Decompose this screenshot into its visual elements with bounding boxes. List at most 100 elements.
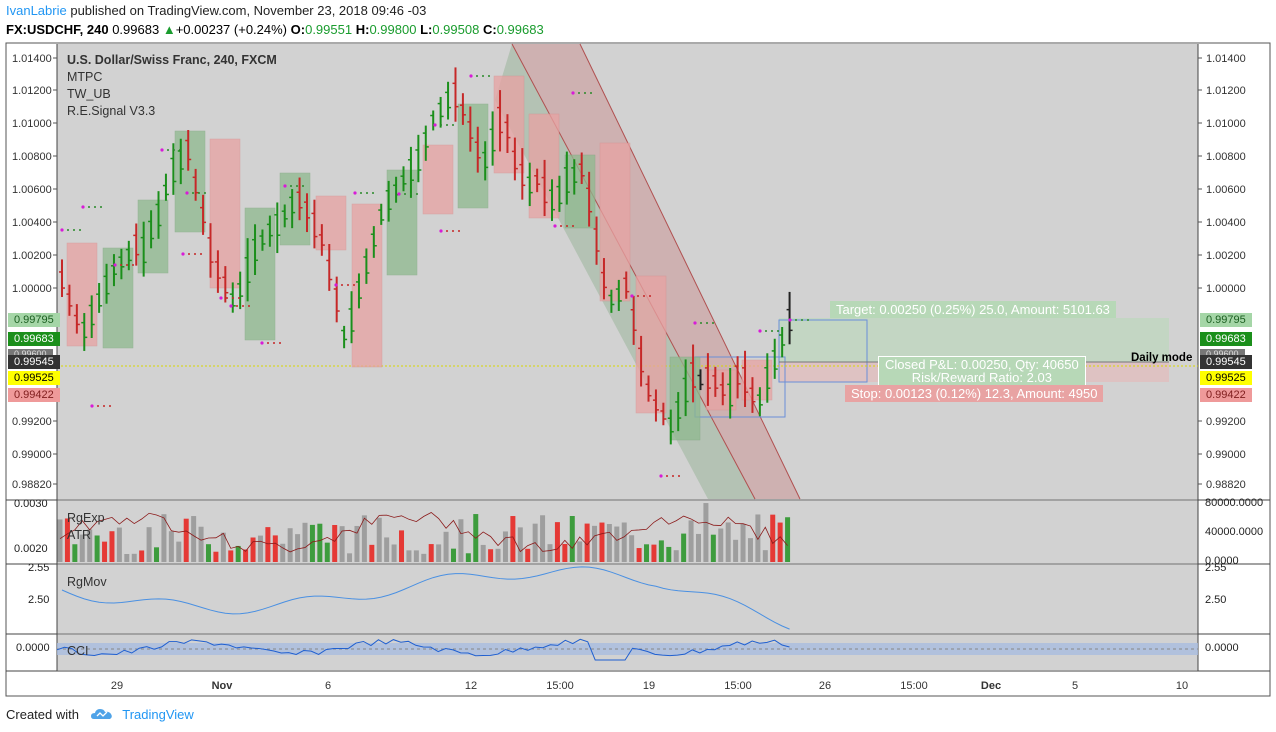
price-tick-left: 1.00200: [12, 250, 52, 262]
rgexp-bar: [213, 551, 219, 562]
rgexp-bar: [257, 535, 263, 562]
time-tick: Dec: [981, 680, 1001, 692]
signal-dot: [109, 405, 111, 407]
price-badge-entry: 0.99545: [8, 355, 60, 369]
rgexp-bar: [710, 534, 716, 562]
rgexp-bar: [235, 545, 241, 562]
legend-indicator[interactable]: R.E.Signal V3.3: [67, 104, 156, 118]
rgexp-bar: [102, 541, 108, 562]
rgexp-label[interactable]: RgExp: [67, 511, 105, 525]
signal-dot: [590, 92, 592, 94]
signal-dot: [79, 229, 81, 231]
rgexp-bar: [584, 523, 590, 562]
rgexp-pane[interactable]: [57, 501, 1198, 563]
rgexp-bar: [502, 531, 508, 562]
rgexp-bar: [569, 516, 575, 562]
signal-dot: [94, 206, 96, 208]
rgmov-label[interactable]: RgMov: [67, 575, 107, 589]
atr-label[interactable]: ATR: [67, 528, 92, 542]
price-badge-entry-right: 0.99545: [1200, 355, 1252, 369]
low-label: L:: [420, 22, 433, 37]
time-tick: 6: [325, 680, 331, 692]
rgexp-bar: [770, 514, 776, 562]
rgexp-bar: [64, 518, 70, 562]
signal-dot: [758, 329, 762, 333]
signal-dot: [334, 283, 338, 287]
signal-dot: [666, 475, 668, 477]
rgexp-bar: [785, 517, 791, 562]
signal-dot: [181, 252, 185, 256]
price-tick-left: 1.01400: [12, 53, 52, 65]
rgexp-bar: [651, 544, 657, 562]
signal-dot: [777, 330, 779, 332]
rgexp-bar: [614, 526, 620, 562]
rgexp-bar: [339, 526, 345, 562]
rgexp-bar: [139, 550, 145, 562]
signal-dot: [366, 192, 368, 194]
price-tick-right: 1.00200: [1206, 250, 1246, 262]
signal-dot: [572, 225, 574, 227]
rgexp-bar: [421, 553, 427, 562]
rgexp-bar: [517, 527, 523, 562]
closed-pnl-label[interactable]: Closed P&L: 0.00250, Qty: 40650 Risk/Rew…: [878, 356, 1086, 386]
signal-dot: [452, 230, 454, 232]
candles-layer[interactable]: [59, 67, 793, 445]
signal-dot: [238, 297, 240, 299]
rgexp-bar: [116, 527, 122, 562]
rgexp-bar: [287, 528, 293, 562]
signal-dot: [482, 75, 484, 77]
rgexp-bar: [391, 544, 397, 562]
signal-dot: [132, 264, 134, 266]
price-tick-left: 1.00400: [12, 217, 52, 229]
rgexp-bar: [554, 522, 560, 562]
rgexp-bar: [577, 541, 583, 562]
signal-dot: [706, 322, 708, 324]
legend-indicator[interactable]: MTPC: [67, 70, 103, 84]
rgexp-bar: [465, 553, 471, 562]
signal-dot: [765, 330, 767, 332]
pane2-right-tick: 0.0000: [1205, 555, 1239, 567]
tradingview-link[interactable]: TradingView: [122, 707, 194, 722]
rgexp-bar: [79, 534, 85, 562]
time-tick: 15:00: [900, 680, 928, 692]
rgexp-bar: [495, 548, 501, 562]
time-axis[interactable]: 29 Nov 6 12 15:00 19 15:00 26 15:00 Dec 5 10: [111, 680, 1188, 692]
signal-dot: [242, 305, 244, 307]
footer: Created with TradingView: [6, 707, 194, 723]
rgexp-bar: [243, 549, 249, 562]
rgexp-bar: [183, 518, 189, 562]
time-tick: 15:00: [724, 680, 752, 692]
signal-dot: [90, 404, 94, 408]
stop-label[interactable]: Stop: 0.00123 (0.12%) 12.3, Amount: 4950: [845, 385, 1104, 402]
rgexp-bar: [592, 525, 598, 562]
signal-dot: [571, 91, 575, 95]
price-axis[interactable]: 1.01400 1.01400 1.01200 1.01200 1.01000 1.010…: [12, 53, 1246, 491]
username-link[interactable]: IvanLabrie: [6, 3, 67, 18]
price-badge-stop-right: 0.99422: [1200, 388, 1252, 402]
rgexp-bar: [688, 520, 694, 562]
signal-dot: [433, 123, 437, 127]
rgexp-bar: [220, 532, 226, 562]
legend-indicator[interactable]: TW_UB: [67, 87, 111, 101]
rgmov-line: [61, 566, 790, 630]
cci-label[interactable]: CCI: [67, 644, 89, 658]
price-tick-left: 1.00600: [12, 184, 52, 196]
signal-dot: [290, 185, 292, 187]
tradingview-cloud-icon[interactable]: [90, 708, 113, 723]
rgexp-bar: [458, 519, 464, 562]
price-badge-hidden-right: 0.99600: [1200, 349, 1245, 355]
triangle-up-icon: ▲: [162, 22, 176, 37]
signal-dot: [160, 148, 164, 152]
signal-dot: [801, 319, 803, 321]
rgexp-bar: [747, 538, 753, 562]
target-label[interactable]: Target: 0.00250 (0.25%) 25.0, Amount: 51…: [830, 301, 1116, 318]
signal-dot: [584, 92, 586, 94]
rgexp-bar: [72, 544, 78, 562]
rgmov-pane[interactable]: [57, 565, 1198, 633]
rgexp-bar: [406, 550, 412, 562]
price-tick-right: 1.00800: [1206, 151, 1246, 163]
signal-dot: [404, 193, 406, 195]
open-value: 0.99551: [305, 22, 353, 37]
signal-dot: [347, 284, 349, 286]
